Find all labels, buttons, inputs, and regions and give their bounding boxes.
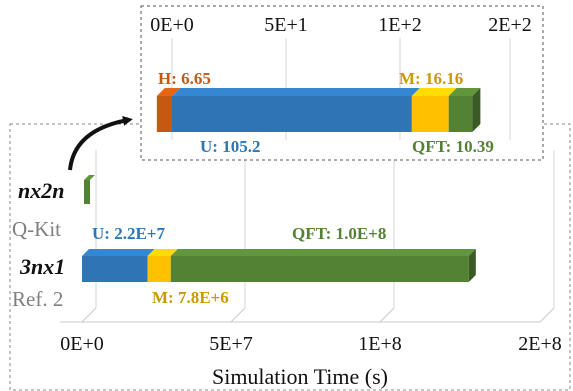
inset-bars	[156, 88, 481, 132]
row-label-nx2n: nx2n	[18, 178, 64, 203]
main-3nx1-bar-qft	[170, 256, 469, 282]
inset-x-tick-label: 1E+2	[378, 14, 422, 36]
row-source-ref2: Ref. 2	[12, 287, 63, 311]
inset-nx2n-bar-top-u	[172, 88, 420, 96]
inset-x-tick-label: 0E+0	[150, 14, 194, 36]
inset-nx2n-bar-top-qft	[448, 88, 481, 96]
main-3nx1-bar-side	[468, 249, 476, 282]
inset-x-tick-label: 5E+1	[264, 14, 308, 36]
main-3nx1-bar-top-m	[147, 249, 178, 256]
row-source-qkit: Q-Kit	[12, 217, 61, 241]
main-grid-floor-0	[81, 307, 97, 323]
main-nx2n-bar-top	[84, 175, 95, 180]
main-3nx1-bar-top-qft	[170, 249, 476, 256]
inset-nx2n-bar-top-h	[156, 88, 180, 96]
main-x-ticks: 0E+0 5E+7 1E+8 2E+8	[60, 333, 562, 355]
main-label-u: U: 2.2E+7	[92, 224, 165, 243]
main-3nx1-bar-top-u	[82, 249, 155, 256]
main-label-m: M: 7.8E+6	[152, 288, 229, 307]
inset-label-m: M: 16.16	[399, 69, 463, 88]
inset-nx2n-bar-side	[472, 88, 481, 132]
inset-label-h: H: 6.65	[158, 69, 211, 88]
main-x-tick-label: 1E+8	[358, 333, 402, 355]
main-label-qft: QFT: 1.0E+8	[292, 224, 386, 243]
inset-nx2n-bar-top-m	[411, 88, 457, 96]
main-grid-floor-2	[379, 307, 395, 323]
inset-frame	[140, 5, 544, 161]
inset-nx2n-bar-u	[172, 96, 412, 132]
main-x-tick-label: 2E+8	[518, 333, 562, 355]
main-3nx1-bar-u	[82, 256, 148, 282]
zoom-arrow	[68, 115, 133, 171]
main-nx2n-bar	[84, 180, 90, 204]
inset-label-u: U: 105.2	[200, 137, 260, 156]
inset-x-tick-label: 2E+2	[488, 14, 532, 36]
main-plot-frame	[9, 123, 571, 391]
main-x-tick-label: 0E+0	[60, 333, 104, 355]
row-label-3nx1: 3nx1	[19, 254, 65, 279]
main-x-tick-label: 5E+7	[209, 333, 253, 355]
main-3nx1-bar-m	[147, 256, 171, 282]
inset-nx2n-bar-h	[156, 96, 172, 132]
inset-label-qft: QFT: 10.39	[412, 137, 494, 156]
x-axis-title: Simulation Time (s)	[212, 364, 388, 389]
inset-x-ticks: 0E+0 5E+1 1E+2 2E+2	[150, 14, 532, 36]
inset-nx2n-bar-qft	[448, 96, 473, 132]
main-grid-floor-1	[230, 307, 246, 323]
inset-nx2n-bar-m	[411, 96, 449, 132]
main-bars	[82, 175, 476, 282]
main-grid-floor-3	[539, 307, 555, 323]
